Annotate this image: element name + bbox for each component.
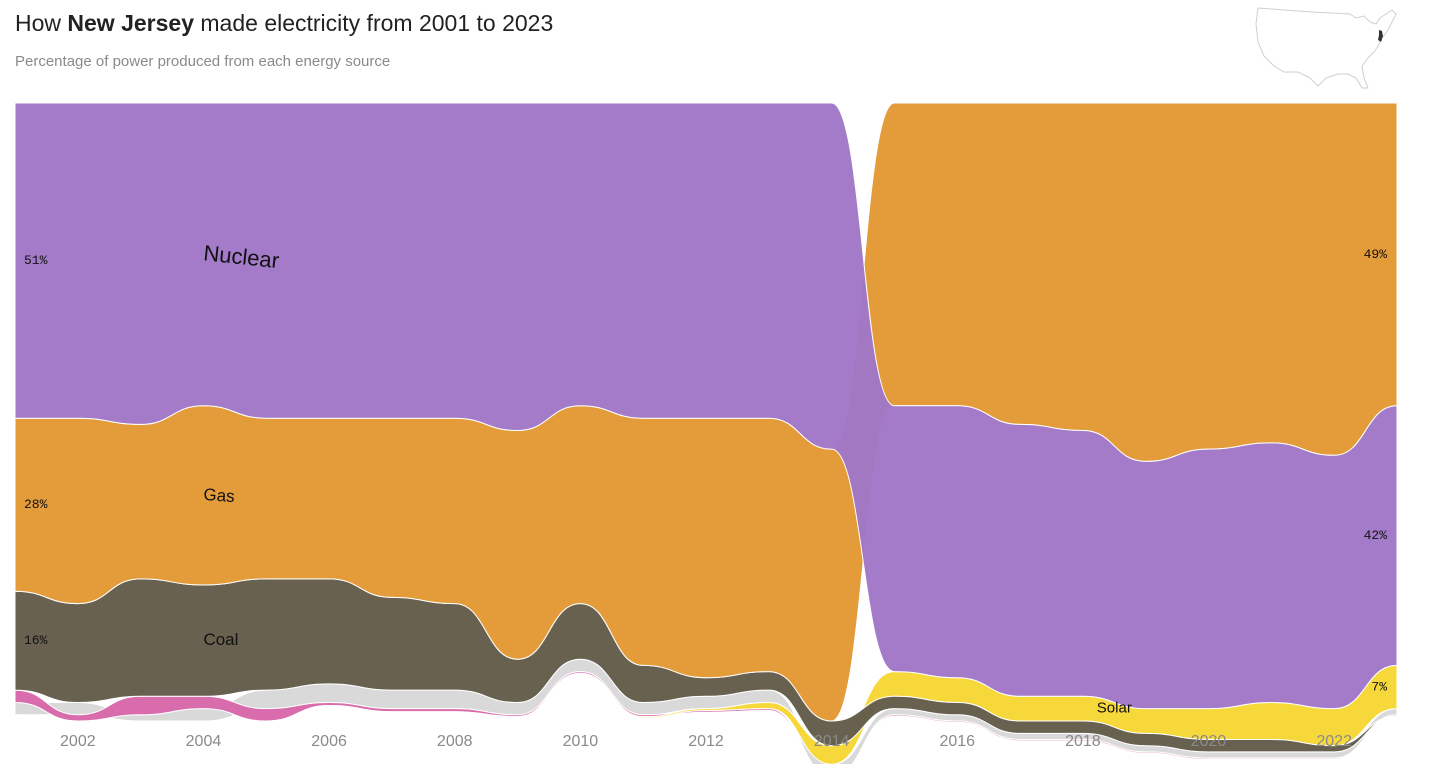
chart-subtitle: Percentage of power produced from each e…: [15, 53, 391, 70]
title-state: New Jersey: [67, 10, 194, 36]
pct-label-gas-start: 28%: [24, 497, 48, 512]
x-tick-2004: 2004: [186, 733, 222, 750]
x-tick-2014: 2014: [814, 733, 850, 750]
chart-title: How New Jersey made electricity from 200…: [15, 10, 553, 37]
x-tick-2010: 2010: [563, 733, 599, 750]
x-tick-2020: 2020: [1191, 733, 1227, 750]
area-nuclear: [14, 102, 1398, 710]
x-tick-2006: 2006: [311, 733, 347, 750]
series-label-solar: Solar: [1097, 700, 1132, 717]
x-tick-2008: 2008: [437, 733, 473, 750]
pct-label-gas-end: 49%: [1364, 247, 1388, 262]
x-tick-2002: 2002: [60, 733, 96, 750]
pct-label-nuclear-end: 42%: [1364, 528, 1388, 543]
series-label-coal: Coal: [203, 630, 238, 649]
title-suffix: made electricity from 2001 to 2023: [194, 10, 554, 36]
us-map-icon: [1255, 7, 1397, 89]
state-highlight: [1378, 30, 1383, 42]
pct-label-solar-end: 7%: [1371, 679, 1387, 694]
x-tick-2012: 2012: [688, 733, 724, 750]
pct-label-nuclear-start: 51%: [24, 253, 48, 268]
x-tick-2016: 2016: [939, 733, 975, 750]
x-tick-2018: 2018: [1065, 733, 1101, 750]
pct-label-coal-start: 16%: [24, 633, 48, 648]
title-prefix: How: [15, 10, 68, 36]
us-outline: [1255, 7, 1397, 89]
x-tick-2022: 2022: [1316, 733, 1352, 750]
series-label-gas: Gas: [203, 485, 235, 506]
